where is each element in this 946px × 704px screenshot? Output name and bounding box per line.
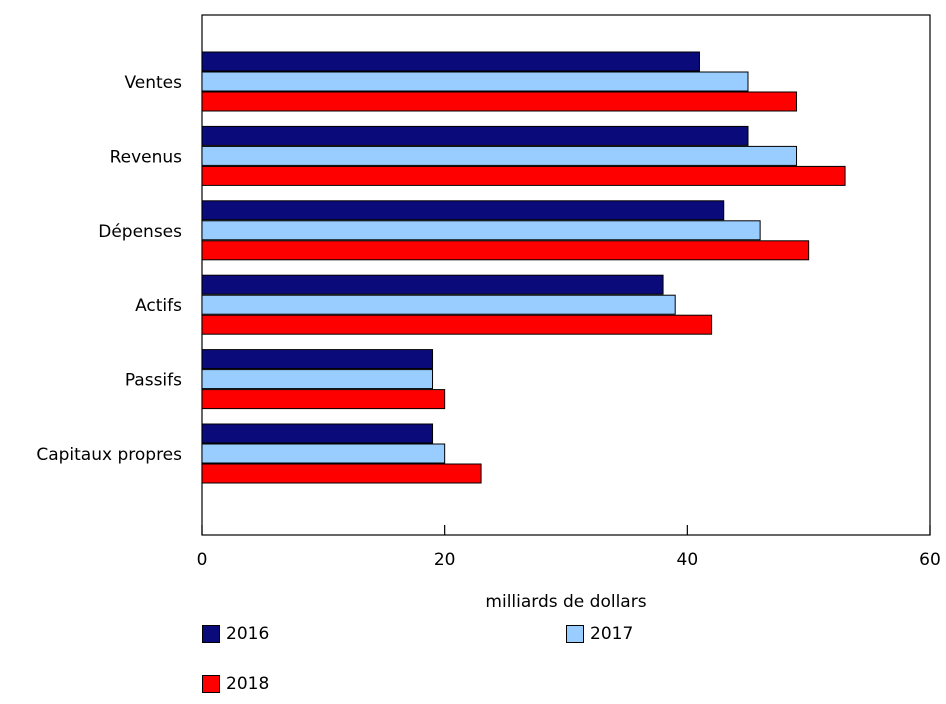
x-axis-title: milliards de dollars (485, 592, 646, 612)
bar-chart: Ventes Revenus Dépenses Actifs Passifs Capita… (36, 14, 941, 612)
bar-2017-5 (201, 369, 434, 390)
bar-2017-4 (201, 294, 676, 315)
bar-2017-2 (201, 145, 798, 166)
category-labels: Ventes Revenus Dépenses Actifs Passifs Capita… (36, 73, 182, 465)
bar-2018-4 (201, 314, 713, 335)
x-tick-label: 60 (919, 550, 941, 570)
bar-2017-1 (201, 71, 749, 92)
legend-label: 2017 (590, 624, 634, 644)
x-axis-ticks: 0 20 40 60 (197, 525, 941, 570)
legend-item-2017: 2017 (566, 623, 633, 645)
bar-2016-3 (201, 200, 725, 221)
bar-2016-1 (201, 51, 700, 72)
bar-2016-5 (201, 349, 434, 370)
bar-2016-6 (201, 423, 434, 444)
legend-swatch (566, 625, 584, 643)
bar-2017-3 (201, 220, 761, 241)
bar-2018-5 (201, 389, 446, 410)
bar-2018-3 (201, 240, 810, 261)
legend-item-2018: 2018 (202, 673, 269, 695)
category-label: Passifs (125, 371, 182, 391)
bar-2016-4 (201, 274, 664, 295)
category-label: Revenus (110, 147, 183, 167)
category-label: Capitaux propres (36, 445, 182, 465)
bars-group (201, 51, 846, 484)
x-tick-label: 20 (434, 550, 456, 570)
bar-2017-6 (201, 443, 446, 464)
legend-swatch (202, 675, 220, 693)
category-label: Actifs (135, 296, 182, 316)
category-label: Ventes (124, 73, 182, 93)
category-label: Dépenses (98, 222, 182, 242)
bar-2018-2 (201, 165, 846, 186)
bar-2016-2 (201, 125, 749, 146)
x-tick-label: 40 (677, 550, 699, 570)
legend-label: 2016 (226, 624, 270, 644)
legend-swatch (202, 625, 220, 643)
x-tick-label: 0 (197, 550, 208, 570)
bar-2018-1 (201, 91, 798, 112)
legend-item-2016: 2016 (202, 623, 269, 645)
bar-2018-6 (201, 463, 482, 484)
legend-label: 2018 (226, 674, 270, 694)
